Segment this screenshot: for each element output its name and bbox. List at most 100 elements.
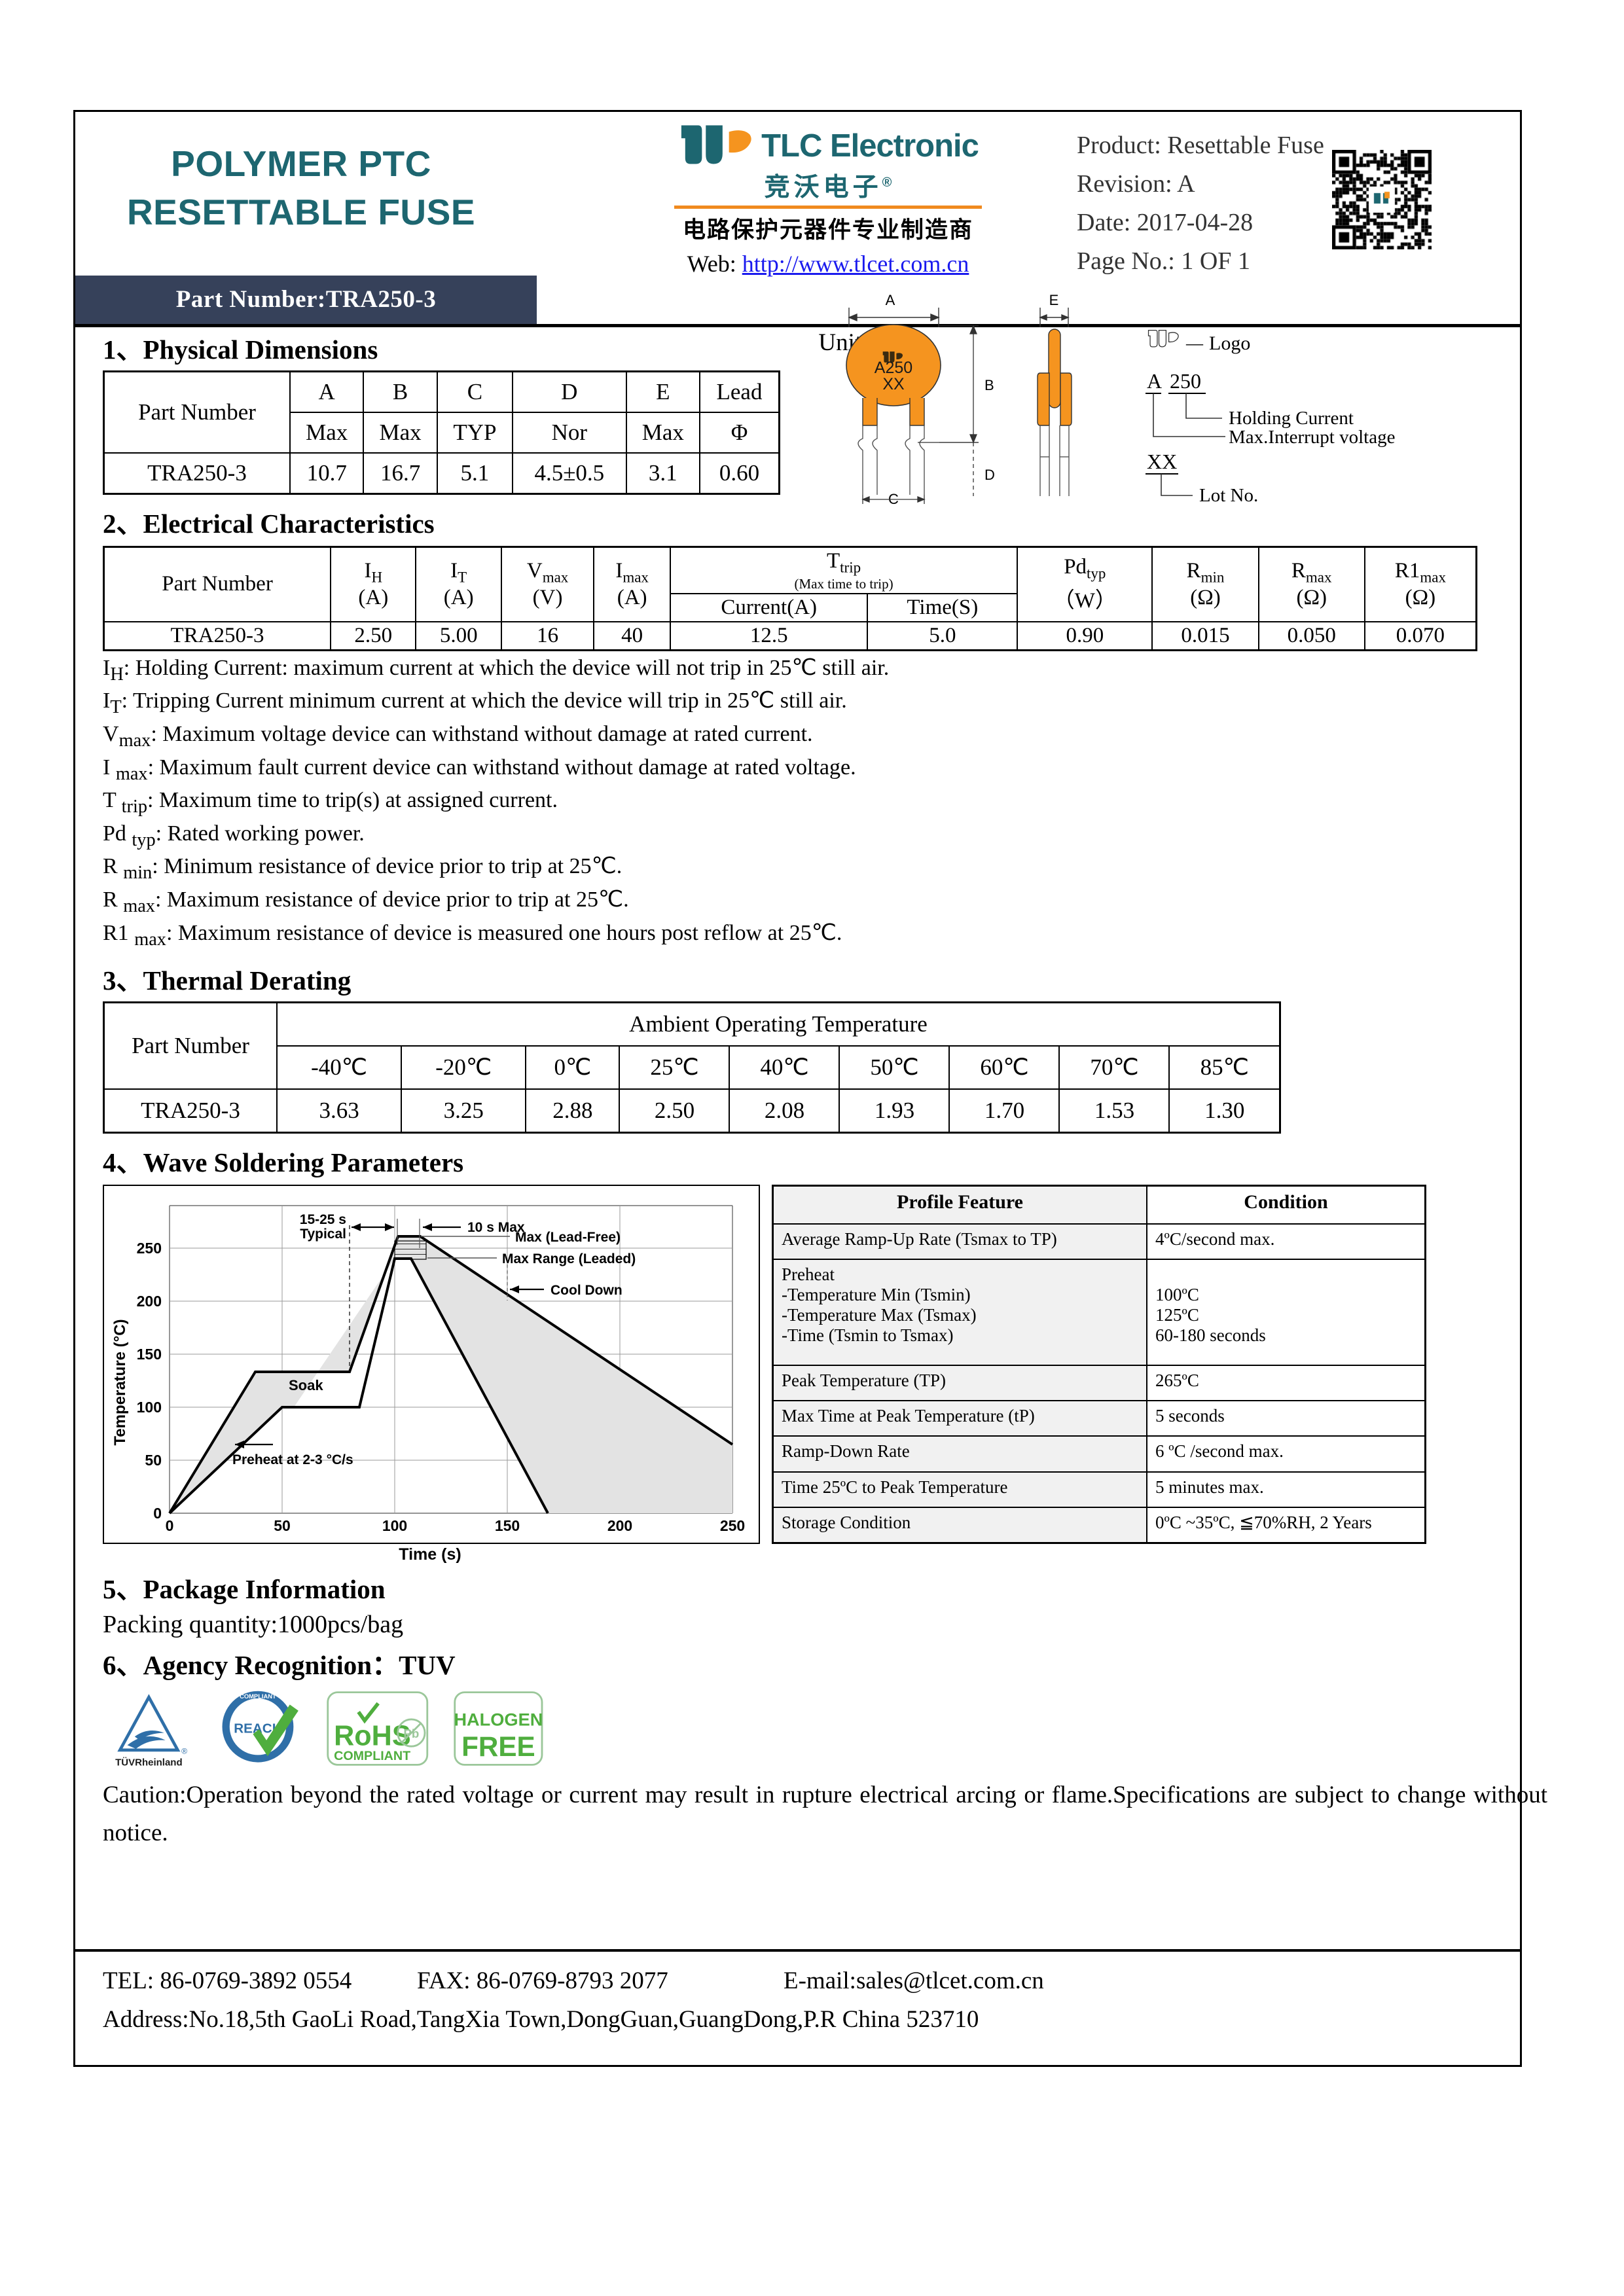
chart-xlabel: Time (s) [399, 1545, 461, 1564]
svg-text:100: 100 [137, 1399, 162, 1416]
section-4-title: 4、Wave Soldering Parameters [103, 1147, 464, 1178]
therm-temp-header: 40℃ [729, 1045, 840, 1090]
title-line-1: POLYMER PTC [171, 143, 431, 184]
therm-cell-pn: TRA250-3 [103, 1088, 278, 1134]
svg-text:Preheat at 2-3 °C/s: Preheat at 2-3 °C/s [232, 1452, 353, 1467]
thermal-derating-table: Part Number Ambient Operating Temperatur… [103, 1001, 1281, 1134]
svg-text:E: E [1049, 293, 1059, 308]
svg-text:A: A [1147, 369, 1162, 393]
svg-text:®: ® [181, 1747, 187, 1756]
tuv-rheinland-icon: ® TÜVRheinland [115, 1694, 187, 1768]
parameter-definitions: IH: Holding Current: maximum current at … [103, 654, 1547, 952]
elec-cell-ih: 2.50 [330, 620, 417, 651]
therm-cell-value: 2.08 [729, 1088, 840, 1134]
profile-condition-cell: 5 seconds [1146, 1400, 1426, 1437]
table-subheader-row: Max Max TYP Nor Max Φ [104, 412, 780, 454]
footer-tel: TEL: 86-0769-3892 0554 [103, 1967, 352, 1994]
thermal-derating-section: 3、Thermal Derating Part Number Ambient O… [103, 958, 1547, 1134]
profile-feature-cell: Ramp-Down Rate [772, 1435, 1147, 1473]
svg-text:COMPLIANT: COMPLIANT [334, 1749, 410, 1763]
definition-line: R min: Minimum resistance of device prio… [103, 854, 623, 884]
therm-cell-value: 1.93 [839, 1088, 950, 1134]
profile-condition-header: Condition [1146, 1185, 1426, 1225]
svg-text:TÜVRheinland: TÜVRheinland [115, 1757, 183, 1768]
elec-cell-vmax: 16 [500, 620, 595, 651]
website-link[interactable]: http://www.tlcet.com.cn [742, 251, 969, 277]
svg-text:50: 50 [274, 1517, 291, 1534]
profile-condition-cell: 4ºC/second max. [1146, 1223, 1426, 1261]
elec-cell-trip-current: 12.5 [669, 620, 869, 651]
elec-cell-rmin: 0.015 [1151, 620, 1259, 651]
profile-feature-cell: Time 25ºC to Peak Temperature [772, 1471, 1147, 1508]
svg-text:150: 150 [495, 1517, 520, 1534]
therm-temp-header: 25℃ [619, 1045, 731, 1090]
table-row: Storage Condition 0ºC ~35ºC, ≦70%RH, 2 Ye… [772, 1506, 1426, 1544]
table-row: Preheat -Temperature Min (Tsmin) -Temper… [772, 1259, 1426, 1366]
marking-a250: A250 [875, 359, 912, 377]
reach-compliant-icon: REACH COMPLIANT [222, 1691, 298, 1763]
dim-col-b: B [363, 370, 438, 413]
part-number-bar-label: Part Number:TRA250-3 [175, 286, 437, 313]
footer-email: E-mail:sales@tlcet.com.cn [784, 1967, 1044, 1994]
svg-text:XX: XX [1147, 450, 1177, 473]
elec-cell-it: 5.00 [415, 620, 502, 651]
svg-text:HALOGEN: HALOGEN [454, 1709, 543, 1729]
elec-cell-imax: 40 [593, 620, 671, 651]
profile-feature-cell: Storage Condition [772, 1506, 1147, 1544]
physical-dimensions-section: 1、Physical Dimensions Unit:mm Part Numbe… [103, 292, 1547, 507]
elec-col-imax: Imax (A) [593, 546, 671, 622]
therm-part-number-header: Part Number [103, 1001, 278, 1090]
svg-text:250: 250 [1170, 369, 1201, 393]
marking-legend-logo: Logo [1209, 332, 1250, 354]
electrical-characteristics-section: 2、Electrical Characteristics Part Number… [103, 501, 1547, 952]
dim-sub-d: Nor [512, 412, 627, 454]
part-number-bar: Part Number:TRA250-3 [75, 276, 537, 324]
therm-group-header: Ambient Operating Temperature [276, 1001, 1281, 1047]
elec-cell-pn: TRA250-3 [103, 620, 332, 651]
profile-condition-cell: 100ºC 125ºC 60-180 seconds [1146, 1259, 1426, 1366]
elec-col-pd: Pdtyp （W） [1017, 546, 1153, 622]
agency-recognition-section: 6、Agency Recognition：TUV ® TÜVRheinland … [103, 1643, 1547, 1768]
svg-text:250: 250 [137, 1240, 162, 1257]
svg-text:50: 50 [145, 1452, 162, 1469]
page-body: 1、Physical Dimensions Unit:mm Part Numbe… [75, 292, 1575, 1852]
dim-part-number-header: Part Number [103, 370, 291, 454]
therm-temp-header: 60℃ [948, 1045, 1060, 1090]
svg-text:0: 0 [166, 1517, 174, 1534]
dim-col-a: A [289, 370, 365, 413]
tlc-logo-icon [681, 125, 751, 164]
title-line-2: RESETTABLE FUSE [126, 192, 476, 233]
elec-cell-pd: 0.90 [1017, 620, 1153, 651]
table-row: Max Time at Peak Temperature (tP) 5 secon… [772, 1400, 1426, 1437]
page-footer: TEL: 86-0769-3892 0554 FAX: 86-0769-8793… [103, 1962, 1044, 2039]
svg-text:—: — [1185, 334, 1204, 353]
elec-part-number-header: Part Number [103, 546, 332, 622]
svg-text:200: 200 [137, 1293, 162, 1310]
section-2-title: 2、Electrical Characteristics [103, 509, 435, 539]
therm-temp-header: -20℃ [401, 1045, 527, 1090]
profile-feature-cell: Average Ramp-Up Rate (Tsmax to TP) [772, 1223, 1147, 1261]
reflow-profile-chart: 15-25 s Typical 10 s Max Max (Lead-Free)… [103, 1185, 760, 1545]
web-label: Web: [687, 251, 736, 277]
header-metadata: Product: Resettable Fuse Revision: A Dat… [1077, 126, 1324, 281]
svg-text:B: B [984, 377, 994, 393]
svg-text:0: 0 [153, 1505, 162, 1522]
brand-name-cn: 竞沃电子® [764, 173, 892, 202]
electrical-characteristics-table: Part Number IH (A) IT (A) Vmax (V) Imax (A) … [103, 546, 1477, 651]
elec-col-it: IT (A) [415, 546, 502, 622]
therm-cell-value: 3.25 [401, 1088, 527, 1134]
footer-divider [75, 1949, 1520, 1952]
svg-text:100: 100 [382, 1517, 407, 1534]
footer-fax: FAX: 86-0769-8793 2077 [417, 1967, 668, 1994]
brand-name-en: TLC Electronic [761, 128, 979, 164]
profile-feature-cell: Preheat -Temperature Min (Tsmin) -Temper… [772, 1259, 1147, 1366]
product-label: Product: Resettable Fuse [1077, 132, 1324, 159]
profile-feature-cell: Peak Temperature (TP) [772, 1364, 1147, 1402]
marking-legend-lot: Lot No. [1199, 485, 1258, 506]
elec-col-ih: IH (A) [330, 546, 417, 622]
revision-label: Revision: A [1077, 170, 1195, 198]
package-information-section: 5、Package Information Packing quantity:1… [103, 1567, 1547, 1639]
table-header-row: Profile Feature Condition [772, 1185, 1426, 1225]
elec-col-r1max: R1max (Ω) [1363, 546, 1477, 622]
therm-temp-header: 85℃ [1168, 1045, 1281, 1090]
